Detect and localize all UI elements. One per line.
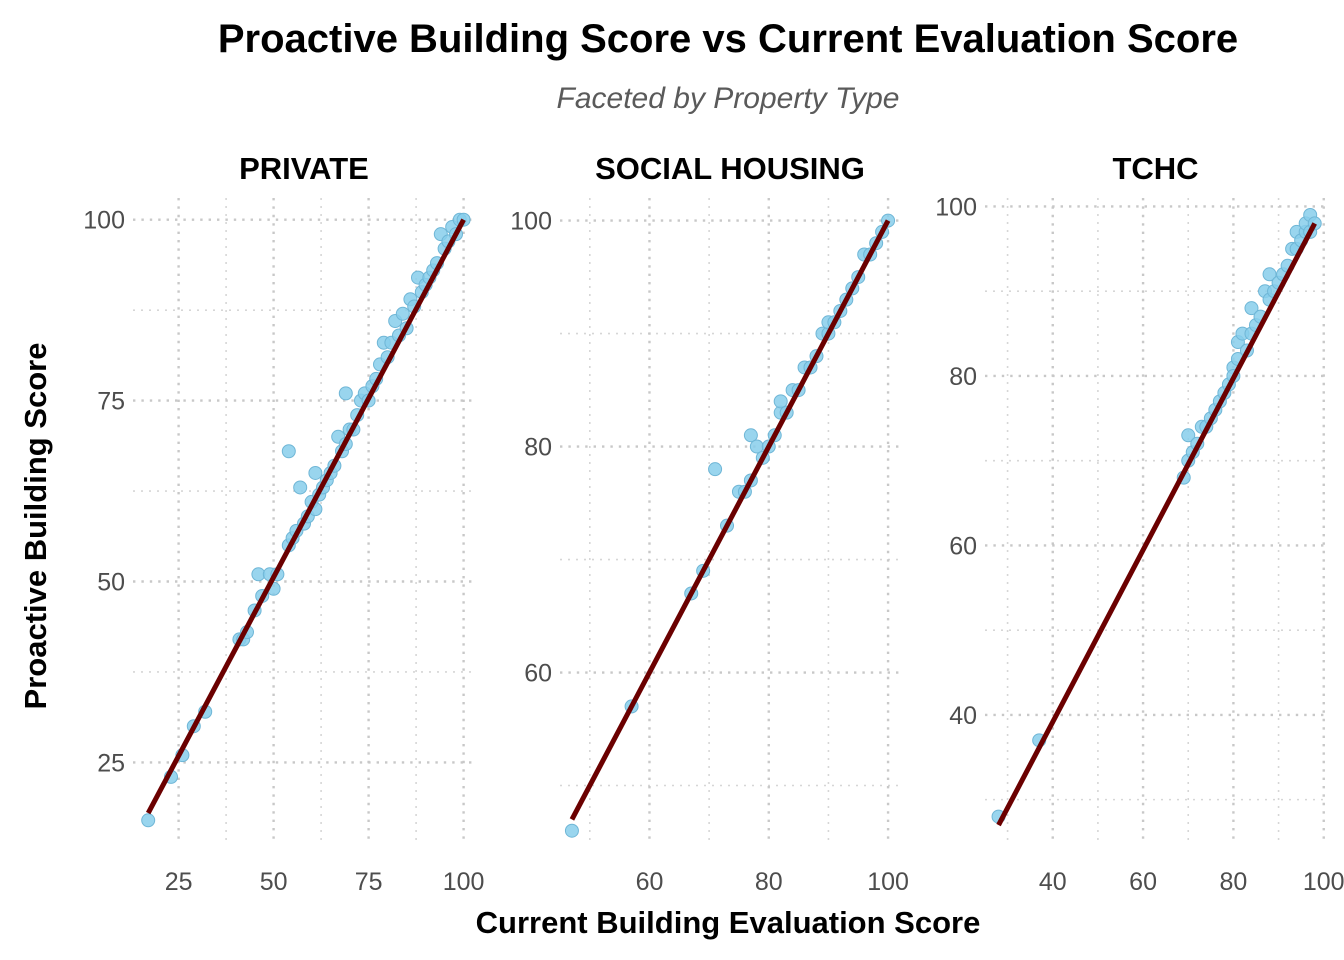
y-tick-label: 60 (949, 532, 977, 560)
data-point (1181, 428, 1196, 443)
x-axis-title: Current Building Evaluation Score (476, 905, 981, 940)
y-tick-label: 100 (510, 208, 552, 236)
chart-title: Proactive Building Score vs Current Eval… (218, 17, 1238, 61)
data-point (395, 306, 410, 321)
data-point (1244, 301, 1259, 316)
x-tick-label: 60 (636, 868, 664, 896)
x-tick-label: 100 (1303, 868, 1344, 896)
facet-panel-1: SOCIAL HOUSING 60 80 100 60 80 100 (510, 151, 909, 896)
facet-strip-label: PRIVATE (239, 151, 369, 186)
y-tick-label: 100 (83, 207, 125, 235)
data-point (338, 386, 353, 401)
x-tick-label: 75 (355, 868, 383, 896)
facet-strip-label: SOCIAL HOUSING (595, 151, 865, 186)
x-tick-label: 80 (755, 868, 783, 896)
fit-line (569, 219, 891, 821)
y-tick-label: 80 (524, 434, 552, 462)
data-point (564, 823, 579, 838)
facet-panel-0: PRIVATE 25 50 75 100 25 50 75 100 (83, 151, 484, 896)
y-tick-label: 60 (524, 660, 552, 688)
fit-line (145, 218, 466, 815)
x-tick-label: 60 (1129, 868, 1157, 896)
data-point (141, 813, 156, 828)
fit-line (996, 222, 1317, 827)
x-tick-label: 100 (443, 868, 485, 896)
y-axis-title: Proactive Building Score (18, 343, 53, 710)
y-tick-label: 50 (97, 569, 125, 597)
data-point (773, 394, 788, 409)
data-point (1262, 267, 1277, 282)
x-tick-label: 100 (867, 868, 909, 896)
data-point (281, 444, 296, 459)
x-tick-label: 50 (260, 868, 288, 896)
data-point (293, 480, 308, 495)
data-point (743, 428, 758, 443)
y-tick-label: 25 (97, 749, 125, 777)
facet-panel-2: TCHC 40 60 80 100 40 60 80 100 (935, 151, 1344, 896)
y-tick-label: 40 (949, 702, 977, 730)
facet-strip-label: TCHC (1112, 151, 1198, 186)
y-tick-label: 80 (949, 363, 977, 391)
chart-subtitle: Faceted by Property Type (557, 82, 900, 115)
y-tick-label: 100 (935, 193, 977, 221)
x-tick-label: 80 (1220, 868, 1248, 896)
x-tick-label: 40 (1039, 868, 1067, 896)
y-tick-label: 75 (97, 388, 125, 416)
facet-panels: PRIVATE 25 50 75 100 25 50 75 100 SOCIAL HOUSING 6… (83, 151, 1344, 896)
data-point (708, 462, 723, 477)
data-point (308, 465, 323, 480)
x-tick-label: 25 (165, 868, 193, 896)
